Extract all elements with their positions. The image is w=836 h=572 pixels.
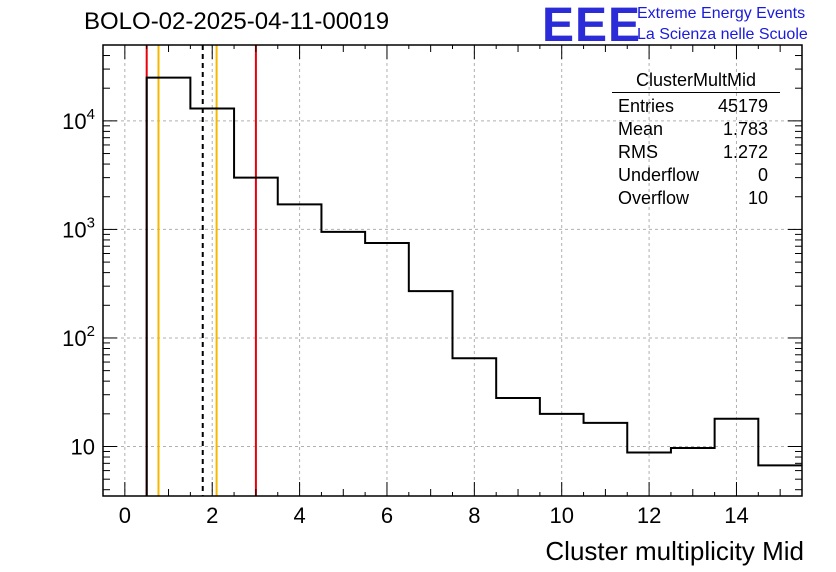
x-tick-label: 8 (468, 503, 480, 528)
stats-value: 10 (747, 188, 768, 208)
stats-row-underflow: Underflow 0 (612, 164, 780, 187)
stats-row-rms: RMS 1.272 (612, 141, 780, 164)
stats-value: 1.272 (722, 142, 768, 162)
stats-label: Entries (618, 96, 675, 116)
stats-name: ClusterMultMid (612, 70, 780, 93)
histogram-line (145, 76, 802, 496)
logo-line-1: Extreme Energy Events (637, 5, 806, 22)
stats-row-entries: Entries 45179 (612, 95, 780, 118)
axis-ticks (102, 44, 803, 496)
stats-value: 45179 (717, 96, 768, 116)
x-tick-label: 2 (206, 503, 218, 528)
stats-box: ClusterMultMid Entries 45179 Mean 1.783 … (612, 70, 780, 210)
y-tick-label: 103 (62, 214, 95, 242)
x-axis-label: Cluster multiplicity Mid (545, 536, 804, 566)
logo-line-2: La Scienza nelle Scuole (637, 26, 808, 43)
x-tick-label: 0 (119, 503, 131, 528)
stats-row-overflow: Overflow 10 (612, 187, 780, 210)
stats-value: 1.783 (722, 119, 768, 139)
x-tick-label: 12 (637, 503, 661, 528)
y-tick-label: 102 (62, 323, 95, 351)
stats-label: Overflow (618, 188, 690, 208)
y-tick-label: 104 (62, 106, 95, 134)
y-tick-label: 10 (71, 435, 95, 460)
stats-label: RMS (618, 142, 658, 162)
stats-label: Mean (618, 119, 664, 139)
histogram-title: BOLO-02-2025-04-11-00019 (84, 8, 390, 35)
grid-lines (103, 45, 802, 496)
x-tick-label: 14 (724, 503, 748, 528)
stats-label: Underflow (618, 165, 700, 185)
eee-logo-letters: EEE (542, 0, 642, 52)
x-tick-label: 10 (549, 503, 573, 528)
x-tick-label: 6 (381, 503, 393, 528)
stats-row-mean: Mean 1.783 (612, 118, 780, 141)
stats-value: 0 (757, 165, 768, 185)
tick-labels: 0 2 4 6 8 10 12 14 10 102 103 104 (62, 106, 749, 528)
x-tick-label: 4 (293, 503, 305, 528)
